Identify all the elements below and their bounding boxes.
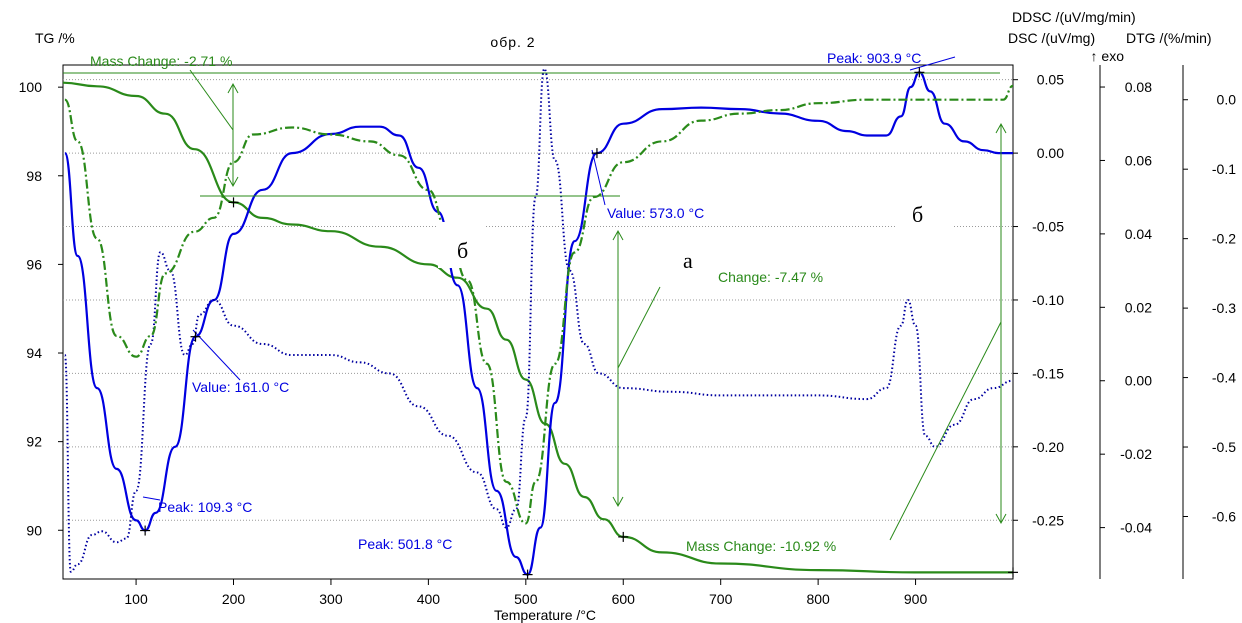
letter-b2: б: [912, 202, 923, 227]
ddsc-axis-label: DDSC /(uV/mg/min): [1012, 9, 1136, 25]
letter-b2-bg: [895, 193, 953, 239]
ddsc-tick-label-6: -0.04: [1120, 520, 1152, 536]
value-2-marker: [591, 148, 602, 159]
dsc-tick-label-5: -0.20: [1032, 439, 1064, 455]
plot-frame: [62, 64, 1014, 580]
dsc-tick-label-0: 0.05: [1037, 72, 1064, 88]
dtg-tick-label-4: -0.4: [1212, 370, 1236, 386]
chart-title: обр. 2: [490, 34, 535, 50]
letter-a: a: [683, 248, 693, 273]
tg-tick-label-1: 92: [26, 434, 42, 450]
series-tg-line: [62, 81, 1014, 574]
axes: 100 200 300 400 500 600 700 800 900 90 92 94 96 98 100…: [19, 65, 1237, 607]
peak-1-label: Peak: 109.3 °C: [158, 499, 252, 515]
tg-marker-1000: [1008, 567, 1018, 578]
dtg-axis-label: DTG /(%/min): [1126, 30, 1212, 46]
peak-1-leader: [142, 496, 161, 501]
series: [62, 67, 1014, 576]
x-tick-label-8: 900: [904, 591, 928, 607]
value-1-label: Value: 161.0 °C: [192, 379, 289, 395]
x-tick-label-2: 300: [319, 591, 343, 607]
ddsc-tick-label-0: 0.08: [1125, 79, 1152, 95]
dtg-tick-label-3: -0.3: [1212, 300, 1236, 316]
tg-marker-200: [228, 197, 239, 208]
peak-3-marker: [914, 67, 925, 78]
value-1-marker: [190, 331, 201, 342]
mass-change-3-arrowhead-top: [995, 122, 1007, 134]
grid-lines: [63, 79, 1013, 521]
dsc-tick-label-1: 0.00: [1037, 145, 1064, 161]
dsc-axis-label: DSC /(uV/mg): [1008, 30, 1095, 46]
tg-tick-label-3: 96: [26, 256, 42, 272]
dtg-tick-label-5: -0.5: [1212, 439, 1236, 455]
mass-change-3-arrowhead-bottom: [995, 513, 1007, 525]
x-tick-label-1: 200: [222, 591, 246, 607]
x-tick-label-7: 800: [806, 591, 830, 607]
peak-2-label: Peak: 501.8 °C: [358, 536, 452, 552]
dsc-tick-label-6: -0.25: [1032, 512, 1064, 528]
mass-change-3-leader: [889, 321, 1002, 541]
letter-b1-bg: [438, 222, 486, 268]
peak-3-leader: [909, 56, 956, 71]
x-tick-label-3: 400: [417, 591, 441, 607]
series-dsc-line: [63, 71, 1014, 576]
exo-label: ↑ exo: [1091, 48, 1125, 64]
x-axis-label: Temperature /°C: [494, 607, 596, 623]
annotation-lines: [63, 56, 1007, 541]
x-tick-label-4: 500: [514, 591, 538, 607]
tg-tick-label-0: 90: [26, 522, 42, 538]
mass-change-2-leader: [617, 286, 661, 369]
mass-change-1-arrowhead-bottom: [227, 176, 239, 188]
x-tick-label-0: 100: [124, 591, 148, 607]
series-ddsc-line: [63, 67, 1014, 573]
mass-change-1-arrowhead-top: [227, 82, 239, 94]
ddsc-tick-label-5: -0.02: [1120, 446, 1152, 462]
value-2-label: Value: 573.0 °C: [607, 205, 704, 221]
mass-change-3-label: Mass Change: -10.92 %: [686, 538, 836, 554]
value-1-leader: [192, 329, 241, 381]
tg-marker-600: [618, 531, 629, 542]
ddsc-tick-label-4: 0.00: [1125, 373, 1152, 389]
dsc-tick-label-4: -0.15: [1032, 365, 1064, 381]
mass-change-1-leader: [189, 69, 234, 131]
mass-change-2-arrowhead-bottom: [612, 496, 624, 508]
tg-tick-label-4: 98: [26, 168, 42, 184]
peak-2-marker: [522, 569, 533, 580]
crosshair-markers: [140, 67, 1018, 580]
dsc-tick-label-3: -0.10: [1032, 292, 1064, 308]
mass-change-1-label: Mass Change: -2.71 %: [90, 53, 232, 69]
tg-tick-label-5: 100: [19, 79, 43, 95]
peak-1-marker: [140, 525, 151, 536]
dtg-tick-label-0: 0.0: [1217, 92, 1237, 108]
x-tick-label-6: 700: [709, 591, 733, 607]
peak-3-label: Peak: 903.9 °C: [827, 50, 921, 66]
ddsc-tick-label-1: 0.06: [1125, 152, 1152, 168]
dtg-tick-label-6: -0.6: [1212, 508, 1236, 524]
ddsc-tick-label-3: 0.02: [1125, 299, 1152, 315]
dsc-tick-label-2: -0.05: [1032, 219, 1064, 235]
ddsc-tick-label-2: 0.04: [1125, 226, 1152, 242]
dtg-tick-label-1: -0.1: [1212, 161, 1236, 177]
letter-a-bg: [665, 238, 705, 278]
mass-change-2-label: Change: -7.47 %: [718, 269, 823, 285]
tg-tick-label-2: 94: [26, 345, 42, 361]
value-2-leader: [591, 149, 606, 206]
x-tick-label-5: 600: [612, 591, 636, 607]
dtg-tick-label-2: -0.2: [1212, 231, 1236, 247]
tg-axis-label: TG /%: [35, 30, 75, 46]
letter-b1: б: [457, 238, 468, 263]
series-dtg-line: [63, 84, 1014, 525]
mass-change-2-arrowhead-top: [612, 229, 624, 241]
